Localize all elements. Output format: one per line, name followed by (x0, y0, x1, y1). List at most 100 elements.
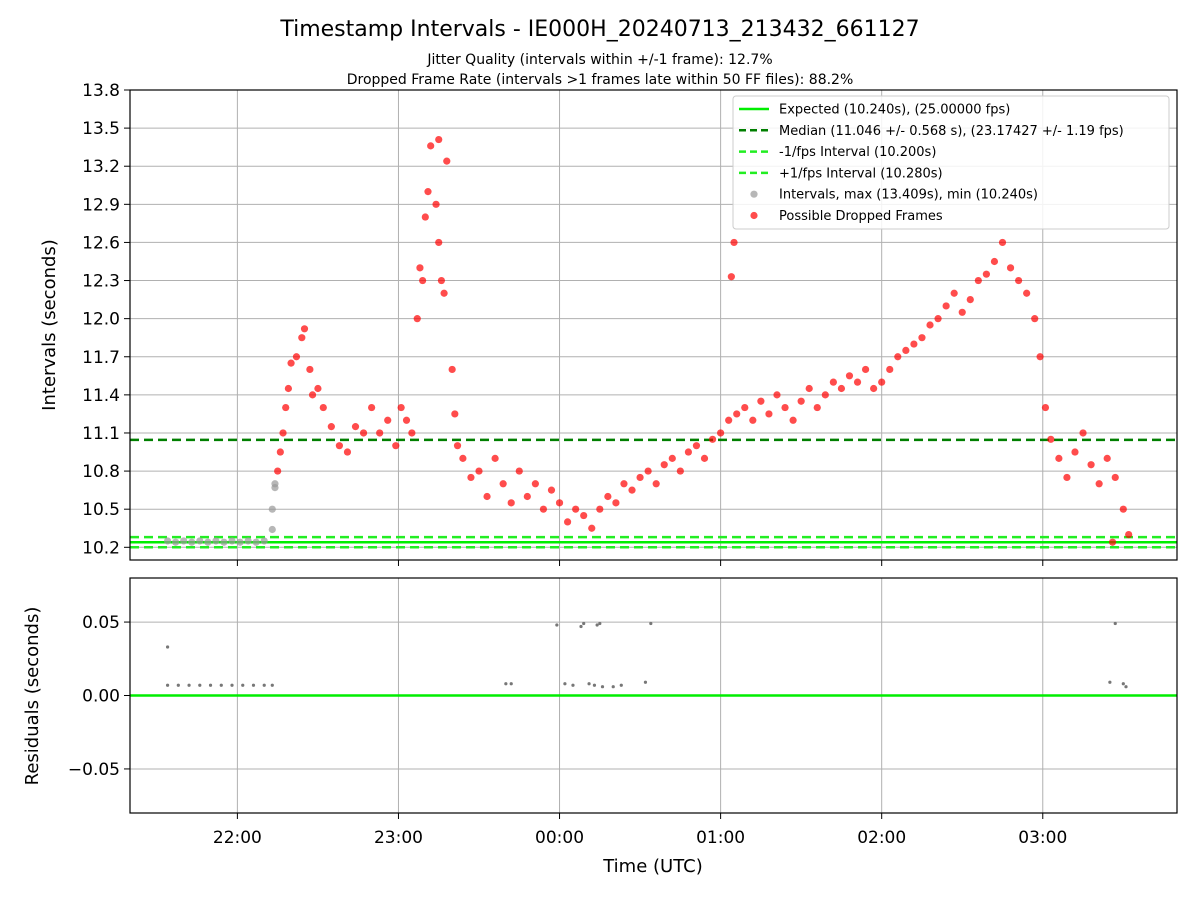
residuals-panel: 0.05 0.00 −0.05 22:00 23:00 00:00 01:00 02:00 03… (68, 577, 1178, 848)
bottom-plot-frame (129, 577, 1178, 814)
bottom-series-0-point (165, 683, 170, 687)
top-series-1-point (440, 289, 448, 297)
top-series-1-point (730, 238, 738, 247)
top-series-1-point (1023, 289, 1031, 297)
top-y-tick-label: 11.1 (82, 424, 120, 444)
top-series-1-point (453, 442, 462, 450)
top-series-1-point (950, 289, 958, 297)
bottom-series-0-point (187, 683, 191, 687)
x-tick-label: 23:00 (374, 828, 423, 848)
top-series-0-point (244, 537, 252, 545)
x-axis-label: Time (UTC) (602, 856, 703, 877)
bottom-series-0-point (643, 680, 648, 684)
top-series-0-point (172, 538, 180, 546)
top-series-0-point (212, 537, 220, 545)
top-series-1-point (636, 473, 644, 482)
x-tick-label: 22:00 (213, 828, 262, 848)
intervals-panel: 10.2 10.5 10.8 11.1 11.4 11.7 12.0 12.3 12.6 12.9… (82, 81, 1178, 566)
top-series-0-point (268, 505, 276, 513)
top-plot-frame (129, 89, 1178, 561)
top-series-1-point (676, 467, 684, 475)
top-series-1-point (300, 325, 309, 333)
top-series-1-point (861, 365, 870, 374)
top-series-1-point (974, 276, 982, 285)
bottom-series-0-point (1113, 621, 1117, 626)
bottom-series-0-point (1108, 680, 1112, 684)
top-series-0-point (163, 537, 172, 545)
top-y-tick-label: 10.8 (82, 462, 120, 482)
top-series-1-point (539, 505, 548, 513)
top-series-0-point (180, 537, 188, 545)
legend-label: +1/fps Interval (10.280s) (779, 166, 943, 181)
top-series-1-point (644, 467, 652, 475)
top-series-1-point (432, 200, 440, 208)
top-series-1-point (298, 334, 306, 342)
legend: Expected (10.240s), (25.00000 fps) Median… (732, 95, 1170, 230)
top-series-1-point (1041, 403, 1050, 412)
legend-label: Intervals, max (13.409s), min (10.240s) (779, 188, 1038, 203)
top-series-1-point (282, 403, 290, 412)
top-series-1-point (359, 429, 368, 437)
top-series-1-point (1079, 429, 1087, 437)
legend-box (732, 95, 1170, 230)
top-series-1-point (934, 315, 942, 323)
top-series-1-point (483, 492, 491, 501)
top-series-1-point (499, 480, 507, 488)
top-series-1-point (918, 334, 926, 342)
top-series-1-point (343, 448, 352, 456)
top-series-1-point (402, 416, 411, 424)
bottom-series-0-point (1121, 682, 1125, 686)
top-series-1-point (287, 359, 295, 367)
top-series-1-point (998, 238, 1007, 247)
legend-marker (750, 190, 758, 198)
bottom-series-0-point (555, 623, 559, 627)
top-series-1-point (1095, 480, 1103, 488)
top-series-1-point (1119, 505, 1127, 513)
top-series-1-point (813, 403, 821, 412)
top-series-1-point (725, 416, 733, 424)
top-series-1-point (765, 410, 773, 418)
top-series-1-point (805, 384, 813, 393)
top-series-1-point (628, 486, 636, 494)
bottom-series-0-point (598, 621, 602, 626)
x-tick-label: 01:00 (696, 828, 745, 848)
top-series-0-point (271, 480, 279, 488)
bottom-series-0-point (579, 624, 583, 629)
top-series-1-point (708, 435, 717, 443)
top-series-1-point (1006, 264, 1015, 272)
top-series-1-point (306, 365, 314, 374)
top-y-tick-label: 13.2 (82, 157, 120, 177)
top-series-0-point (188, 538, 196, 546)
top-series-1-point (555, 499, 564, 507)
top-series-1-point (279, 429, 287, 437)
top-series-1-point (990, 257, 999, 266)
top-series-0-point (196, 537, 204, 545)
top-series-1-point (427, 142, 435, 150)
top-series-1-point (580, 511, 588, 520)
bottom-series-0-point (1124, 685, 1128, 689)
chart-subtitle-dropped: Dropped Frame Rate (intervals >1 frames … (347, 72, 854, 88)
top-y-tick-label: 10.5 (82, 500, 120, 520)
top-series-1-point (424, 188, 432, 196)
top-series-1-point (853, 378, 862, 386)
top-series-1-point (1108, 538, 1117, 546)
bottom-series-0-point (262, 683, 266, 687)
x-tick-label: 00:00 (535, 828, 584, 848)
legend-marker (750, 211, 758, 220)
bottom-y-tick-label: 0.05 (82, 613, 120, 633)
top-series-1-point (491, 454, 499, 462)
top-series-1-point (1125, 530, 1133, 539)
top-series-1-point (451, 410, 459, 418)
bottom-series-0-point (219, 683, 223, 687)
top-series-1-point (547, 486, 556, 494)
top-series-1-point (757, 397, 765, 405)
top-series-1-point (652, 480, 660, 488)
top-series-1-point (1103, 454, 1111, 462)
top-series-1-point (284, 384, 292, 393)
top-series-1-point (368, 403, 376, 412)
top-series-1-point (319, 403, 327, 412)
top-y-tick-label: 11.4 (82, 386, 120, 406)
top-series-1-point (588, 524, 596, 532)
